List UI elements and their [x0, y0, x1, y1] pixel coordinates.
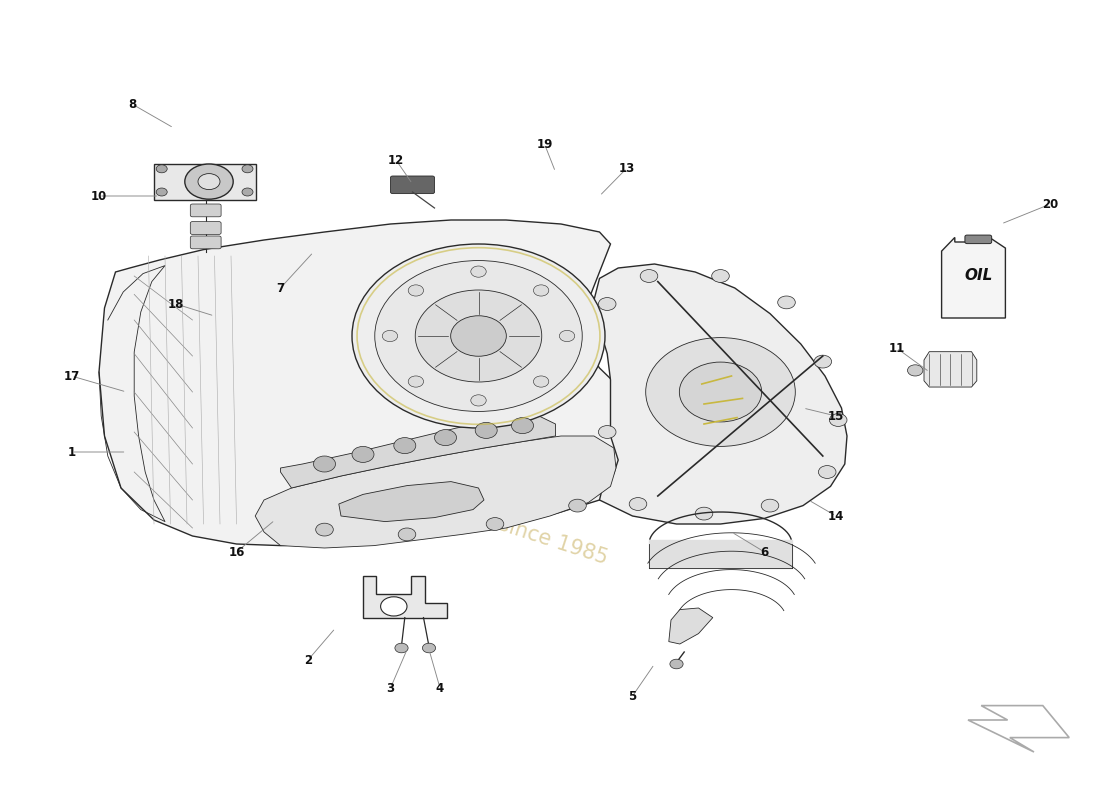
Polygon shape: [255, 436, 616, 548]
Text: 17: 17: [64, 370, 79, 382]
Circle shape: [408, 376, 424, 387]
Text: 19: 19: [537, 138, 552, 150]
Text: 7: 7: [276, 282, 285, 294]
Circle shape: [242, 188, 253, 196]
Circle shape: [395, 643, 408, 653]
Circle shape: [598, 426, 616, 438]
Circle shape: [512, 418, 534, 434]
Text: 6: 6: [760, 546, 769, 558]
Circle shape: [908, 365, 923, 376]
Circle shape: [559, 330, 574, 342]
Circle shape: [569, 499, 586, 512]
Circle shape: [695, 507, 713, 520]
FancyBboxPatch shape: [390, 176, 435, 194]
Circle shape: [818, 466, 836, 478]
Text: 13: 13: [619, 162, 635, 174]
Circle shape: [814, 355, 832, 368]
Polygon shape: [363, 576, 447, 618]
Circle shape: [471, 395, 486, 406]
Circle shape: [156, 188, 167, 196]
Polygon shape: [339, 482, 484, 522]
Circle shape: [475, 422, 497, 438]
FancyBboxPatch shape: [190, 236, 221, 249]
Polygon shape: [154, 164, 256, 200]
FancyBboxPatch shape: [190, 222, 221, 234]
Polygon shape: [280, 416, 556, 488]
Circle shape: [680, 362, 761, 422]
Text: 1: 1: [67, 446, 76, 458]
Circle shape: [598, 298, 616, 310]
Circle shape: [712, 270, 729, 282]
Text: 5: 5: [628, 690, 637, 702]
Circle shape: [422, 643, 436, 653]
Circle shape: [534, 376, 549, 387]
Text: 18: 18: [168, 298, 184, 310]
Circle shape: [352, 446, 374, 462]
Text: 16: 16: [229, 546, 244, 558]
Circle shape: [629, 498, 647, 510]
Text: 14: 14: [828, 510, 844, 522]
Circle shape: [434, 430, 456, 446]
Circle shape: [398, 528, 416, 541]
Polygon shape: [99, 220, 638, 546]
Polygon shape: [594, 264, 847, 524]
Polygon shape: [942, 238, 1005, 318]
Text: 4: 4: [436, 682, 444, 694]
Circle shape: [408, 285, 424, 296]
Text: 15: 15: [828, 410, 844, 422]
Text: 10: 10: [91, 190, 107, 202]
Circle shape: [640, 270, 658, 282]
Circle shape: [829, 414, 847, 426]
Text: euroPares: euroPares: [99, 235, 737, 533]
Circle shape: [352, 244, 605, 428]
Circle shape: [778, 296, 795, 309]
Circle shape: [198, 174, 220, 190]
Text: 11: 11: [889, 342, 904, 354]
Circle shape: [451, 316, 506, 356]
Circle shape: [156, 165, 167, 173]
Circle shape: [646, 338, 795, 446]
Text: 3: 3: [386, 682, 395, 694]
Text: 20: 20: [1043, 198, 1058, 210]
Text: OIL: OIL: [965, 269, 993, 283]
Circle shape: [185, 164, 233, 199]
Polygon shape: [669, 608, 713, 644]
Text: 8: 8: [128, 98, 136, 110]
Polygon shape: [924, 352, 977, 387]
Text: 12: 12: [388, 154, 404, 166]
FancyBboxPatch shape: [965, 235, 992, 243]
Circle shape: [534, 285, 549, 296]
Text: a passion for cars since 1985: a passion for cars since 1985: [314, 455, 610, 569]
Circle shape: [416, 290, 541, 382]
Circle shape: [761, 499, 779, 512]
FancyBboxPatch shape: [190, 204, 221, 217]
Circle shape: [471, 266, 486, 278]
Circle shape: [670, 659, 683, 669]
Circle shape: [316, 523, 333, 536]
Circle shape: [242, 165, 253, 173]
Circle shape: [381, 597, 407, 616]
Circle shape: [375, 261, 582, 411]
Circle shape: [314, 456, 336, 472]
Circle shape: [383, 330, 398, 342]
Circle shape: [486, 518, 504, 530]
Circle shape: [394, 438, 416, 454]
Text: 2: 2: [304, 654, 312, 666]
